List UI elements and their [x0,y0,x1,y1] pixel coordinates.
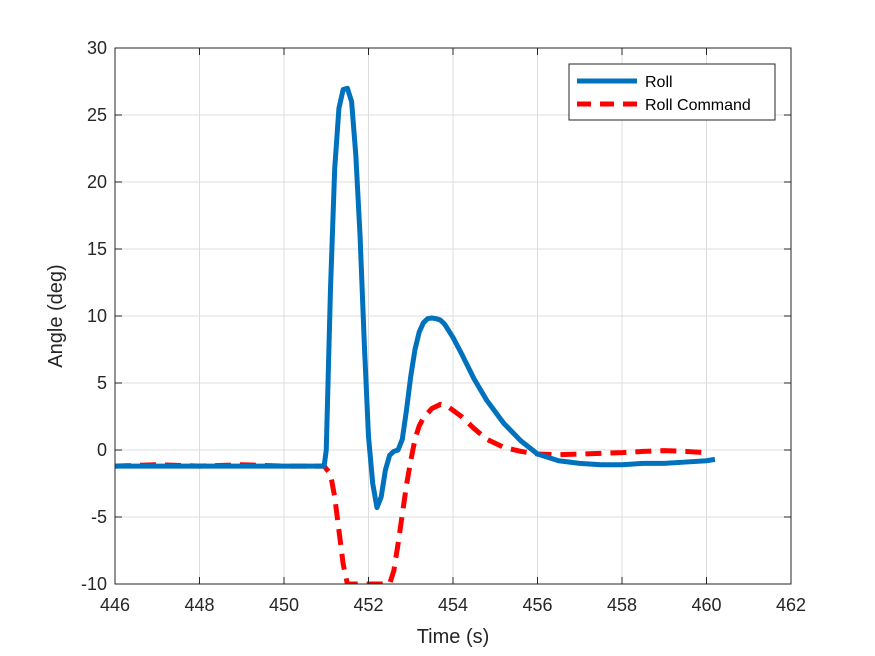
y-tick-label: 30 [87,38,107,58]
x-tick-label: 448 [184,595,214,615]
legend-roll-command-label: Roll Command [645,97,751,114]
roll-command-line [115,401,707,584]
x-tick-label: 460 [691,595,721,615]
roll-line [115,85,716,511]
series-lines [115,85,716,584]
x-tick-label: 446 [100,595,130,615]
y-tick-label: 20 [87,172,107,192]
x-tick-label: 450 [269,595,299,615]
y-tick-label: 25 [87,105,107,125]
x-tick-label: 456 [522,595,552,615]
y-tick-label: -10 [81,574,107,594]
y-tick-label: 10 [87,306,107,326]
x-axis-label: Time (s) [417,626,490,648]
legend-roll-label: Roll [645,74,673,91]
y-tick-label: -5 [91,507,107,527]
x-tick-label: 454 [438,595,468,615]
x-tick-label: 458 [607,595,637,615]
legend-box [568,63,776,121]
y-tick-label: 5 [97,373,107,393]
y-tick-label: 15 [87,239,107,259]
x-tick-label: 462 [776,595,806,615]
y-tick-label: 0 [97,440,107,460]
axis-ticks: 446 448 450 452 454 456 458 460 462 -10 -5 0 5 10 15 20… [81,38,806,615]
x-tick-label: 452 [353,595,383,615]
y-axis-label: Angle (deg) [45,264,67,367]
legend: Roll Roll Command [568,63,776,121]
